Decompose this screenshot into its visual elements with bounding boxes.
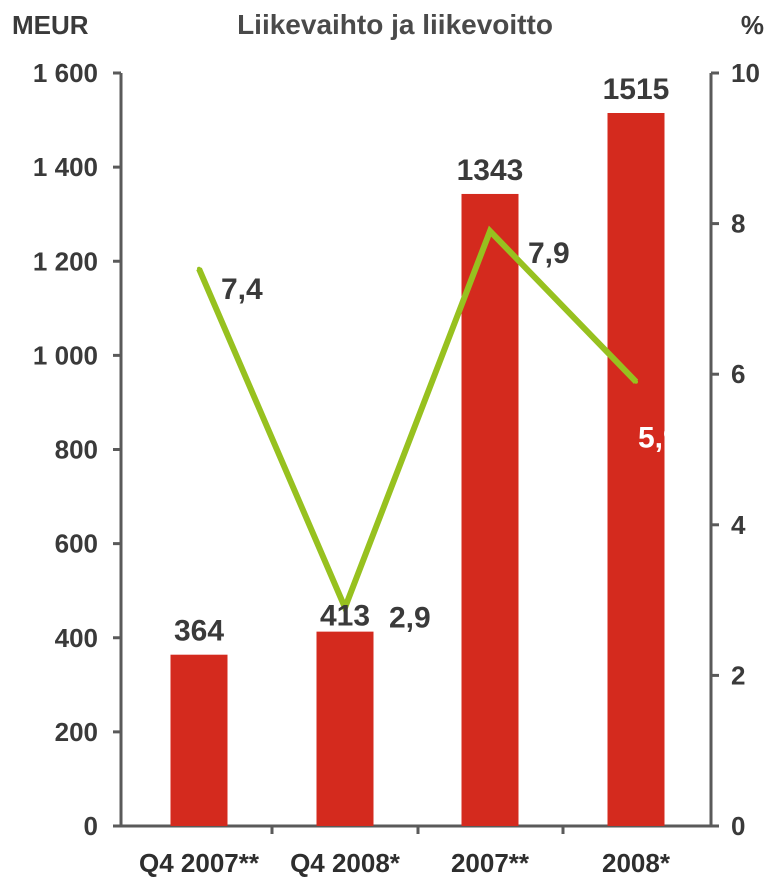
left-tick-label: 600: [55, 529, 98, 559]
revenue-bar: [170, 654, 228, 826]
bars: [170, 113, 665, 827]
right-tick-label: 2: [731, 660, 745, 690]
category-label: 2007**: [451, 848, 530, 878]
revenue-bar: [607, 113, 665, 827]
chart-title: Liikevaihto ja liikevoitto: [237, 9, 553, 40]
profit-line: [196, 225, 639, 616]
revenue-bar-label: 1343: [457, 154, 524, 187]
left-tick-label: 200: [55, 717, 98, 747]
left-axis-unit: MEUR: [12, 10, 89, 40]
right-tick-label: 10: [731, 58, 760, 88]
data-labels: 364 413 1343 1515 7,4 2,9 7,9 5,9: [174, 73, 680, 648]
profit-margin-label: 7,9: [528, 237, 570, 270]
profit-margin-point: [343, 605, 347, 610]
profit-margin-label: 2,9: [389, 602, 431, 635]
profit-margin-line: [196, 225, 639, 616]
left-tick-label: 1 200: [33, 246, 98, 276]
profit-margin-label: 7,4: [221, 273, 263, 306]
left-tick-label: 1 600: [33, 58, 98, 88]
category-label: Q4 2008*: [290, 848, 401, 878]
left-tick-label: 1 000: [33, 340, 98, 370]
right-tick-label: 0: [731, 811, 745, 841]
revenue-bar-label: 1515: [603, 73, 670, 106]
right-tick-label: 4: [731, 510, 746, 540]
revenue-bar-label: 364: [174, 615, 224, 648]
right-tick-label: 6: [731, 359, 745, 389]
category-label: 2008*: [602, 848, 671, 878]
profit-margin-label: 5,9: [638, 422, 680, 455]
left-tick-label: 800: [55, 435, 98, 465]
revenue-bar-label: 413: [320, 600, 370, 633]
profit-margin-point: [634, 379, 638, 384]
left-tick-label: 400: [55, 623, 98, 653]
right-tick-label: 8: [731, 209, 745, 239]
axes: 0 200 400 600 800 1 000 1 200 1 400 1 600 0 2 4 6 8 10…: [33, 58, 760, 878]
profit-margin-point: [488, 229, 492, 234]
revenue-bar: [316, 631, 374, 826]
right-axis-unit: %: [741, 10, 764, 40]
revenue-bar: [461, 193, 519, 826]
category-label: Q4 2007**: [139, 848, 260, 878]
profit-margin-point: [197, 266, 201, 271]
left-tick-label: 0: [84, 811, 98, 841]
left-tick-label: 1 400: [33, 152, 98, 182]
